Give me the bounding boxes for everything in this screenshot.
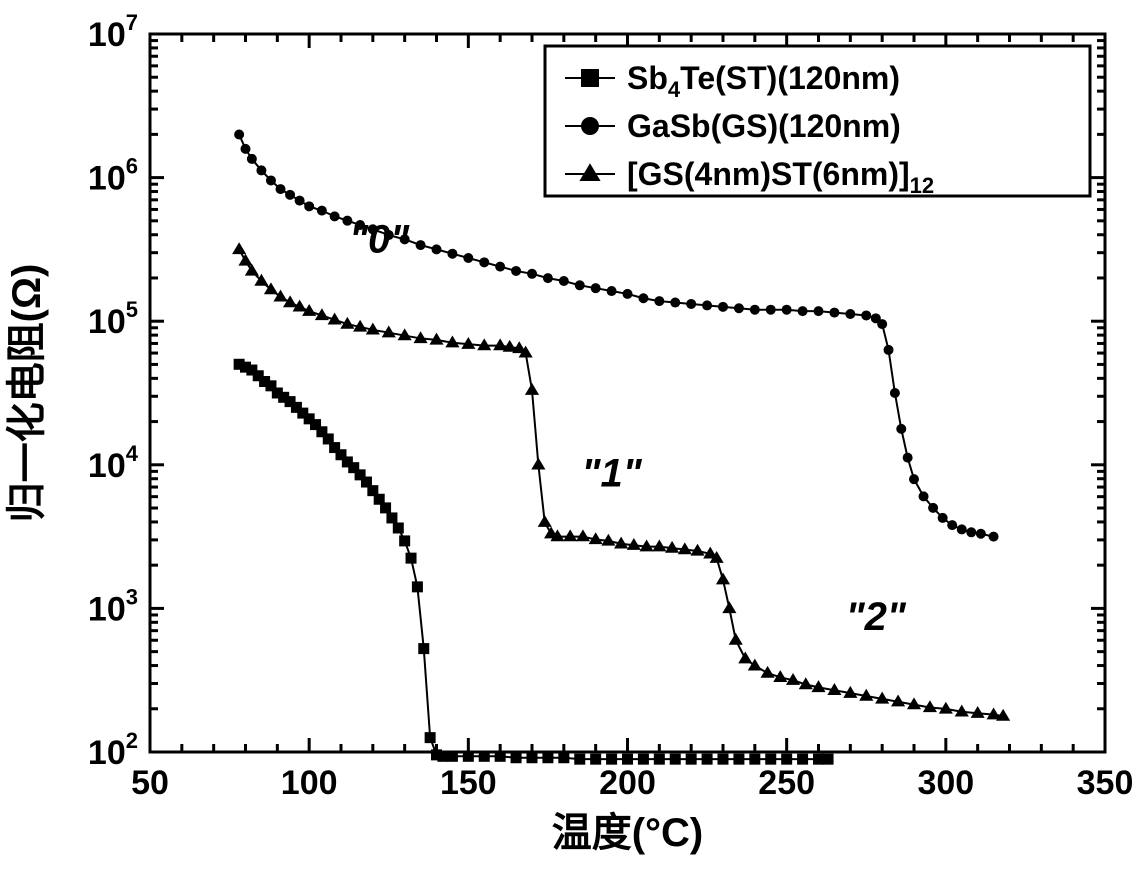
x-tick-label: 150 (440, 764, 497, 802)
chart-container: 50100150200250300350温度(°C)10210310410510… (0, 0, 1135, 869)
legend-label: GaSb(GS)(120nm) (627, 108, 901, 144)
x-tick-label: 50 (131, 764, 169, 802)
x-tick-label: 200 (599, 764, 656, 802)
x-tick-label: 100 (281, 764, 338, 802)
y-axis-label: 归一化电阻(Ω) (5, 264, 49, 523)
x-tick-label: 300 (917, 764, 974, 802)
annotation: "2" (846, 595, 907, 639)
annotation: "1" (581, 451, 642, 495)
chart-svg: 50100150200250300350温度(°C)10210310410510… (0, 0, 1135, 869)
legend-label: [GS(4nm)ST(6nm)]12 (627, 156, 934, 198)
x-tick-label: 350 (1077, 764, 1134, 802)
x-axis-label: 温度(°C) (552, 811, 704, 855)
annotation: "0" (349, 217, 410, 261)
x-tick-label: 250 (758, 764, 815, 802)
